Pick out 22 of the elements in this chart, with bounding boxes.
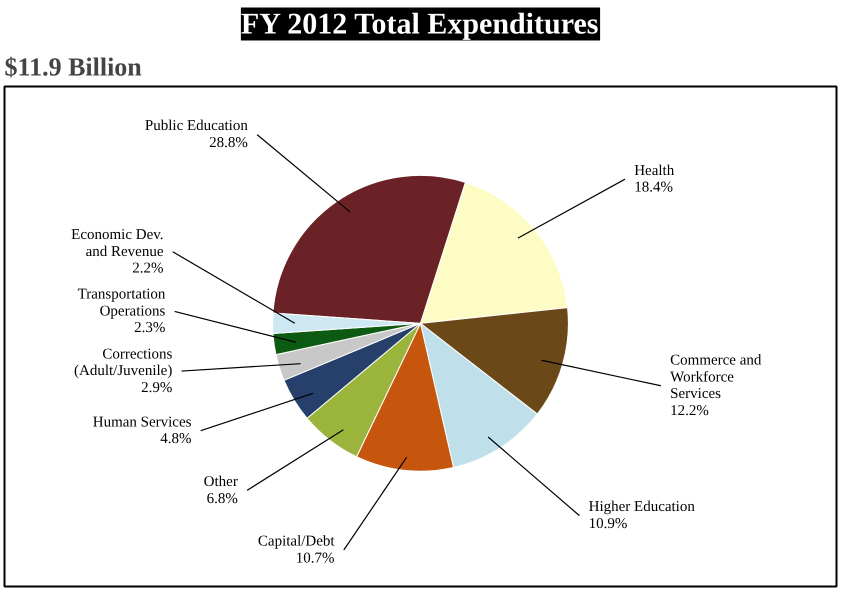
data-label: 4.8% <box>160 431 192 448</box>
slice-label: Health <box>634 162 675 179</box>
slice-label: Other <box>204 474 238 490</box>
data-label: 18.4% <box>634 180 673 196</box>
chart-title: FY 2012 Total Expenditures <box>240 8 598 40</box>
data-label: 2.9% <box>141 380 172 396</box>
data-label: 2.2% <box>132 260 164 277</box>
slice-label: Higher Education <box>588 499 696 516</box>
slice-label: Transportation Operations <box>78 286 166 320</box>
slice-label: Corrections (Adult/Juvenile) <box>74 346 172 380</box>
data-label: 10.9% <box>588 516 628 532</box>
chart-subtitle: $11.9 Billion <box>4 52 142 82</box>
data-label: 12.2% <box>670 402 709 419</box>
slice-label: Economic Dev. and Revenue <box>71 226 164 260</box>
data-label: 2.3% <box>134 320 166 336</box>
slice-label: Commerce and Workforce Services <box>670 352 762 402</box>
data-label: 6.8% <box>206 490 238 507</box>
data-label: 10.7% <box>296 550 335 566</box>
slice-label: Capital/Debt <box>258 534 336 550</box>
slice-label: Human Services <box>92 414 192 430</box>
slice-label: Public Education <box>144 118 248 134</box>
data-label: 28.8% <box>209 135 248 152</box>
